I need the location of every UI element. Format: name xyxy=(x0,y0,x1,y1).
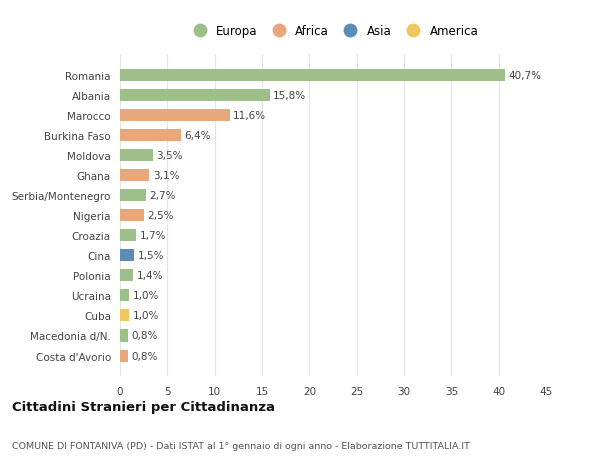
Text: 1,5%: 1,5% xyxy=(137,251,164,261)
Bar xyxy=(120,130,181,142)
Bar xyxy=(120,310,130,322)
Bar xyxy=(120,90,269,102)
Bar xyxy=(120,330,128,342)
Text: 3,5%: 3,5% xyxy=(157,151,183,161)
Text: 15,8%: 15,8% xyxy=(273,91,306,101)
Text: 1,4%: 1,4% xyxy=(137,271,163,281)
Text: 11,6%: 11,6% xyxy=(233,111,266,121)
Text: 1,0%: 1,0% xyxy=(133,311,159,321)
Text: 3,1%: 3,1% xyxy=(152,171,179,181)
Bar xyxy=(120,350,128,362)
Text: 0,8%: 0,8% xyxy=(131,351,157,361)
Text: 0,8%: 0,8% xyxy=(131,331,157,341)
Bar xyxy=(120,170,149,182)
Bar xyxy=(120,210,143,222)
Text: Cittadini Stranieri per Cittadinanza: Cittadini Stranieri per Cittadinanza xyxy=(12,400,275,413)
Bar xyxy=(120,230,136,242)
Text: 1,7%: 1,7% xyxy=(139,231,166,241)
Bar xyxy=(120,290,130,302)
Text: 2,5%: 2,5% xyxy=(147,211,173,221)
Bar xyxy=(120,250,134,262)
Bar xyxy=(120,190,146,202)
Text: COMUNE DI FONTANIVA (PD) - Dati ISTAT al 1° gennaio di ogni anno - Elaborazione : COMUNE DI FONTANIVA (PD) - Dati ISTAT al… xyxy=(12,441,470,450)
Bar xyxy=(120,110,230,122)
Text: 40,7%: 40,7% xyxy=(509,71,542,81)
Text: 1,0%: 1,0% xyxy=(133,291,159,301)
Bar xyxy=(120,70,505,82)
Bar xyxy=(120,270,133,282)
Bar xyxy=(120,150,153,162)
Text: 2,7%: 2,7% xyxy=(149,191,175,201)
Text: 6,4%: 6,4% xyxy=(184,131,211,141)
Legend: Europa, Africa, Asia, America: Europa, Africa, Asia, America xyxy=(185,22,481,40)
